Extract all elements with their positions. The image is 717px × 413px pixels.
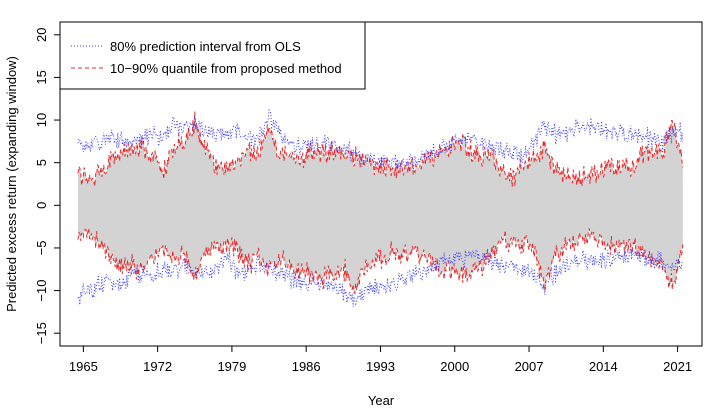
x-tick-label: 2007 — [515, 359, 544, 374]
x-tick-label: 1965 — [69, 359, 98, 374]
series-line-ols-upper — [77, 108, 684, 172]
x-tick-label: 1993 — [366, 359, 395, 374]
y-tick-label: 15 — [34, 70, 49, 84]
x-tick-label: 2021 — [663, 359, 692, 374]
legend-entry-ols: 80% prediction interval from OLS — [110, 39, 301, 54]
axes-layer: 1965 1972 1979 1986 1993 2000 2007 2014 2021 −15 −… — [34, 28, 692, 374]
y-tick-label: 10 — [34, 113, 49, 127]
series-line-quantile-upper — [77, 111, 684, 188]
gray-band-layer — [78, 111, 683, 294]
x-tick-label: 2000 — [440, 359, 469, 374]
series-lines-layer — [77, 108, 684, 307]
legend-box — [59, 21, 366, 90]
y-tick-label: −10 — [34, 280, 49, 302]
y-tick-label: 20 — [34, 28, 49, 42]
quantile-band-area — [78, 111, 683, 294]
x-axis-title: Year — [368, 393, 395, 408]
x-tick-label: 1979 — [217, 359, 246, 374]
series-line-quantile-lower — [77, 228, 684, 294]
y-tick-label: −15 — [34, 322, 49, 344]
series-line-ols-lower — [77, 246, 684, 307]
legend: 80% prediction interval from OLS 10−90% … — [59, 21, 366, 90]
x-tick-label: 2014 — [589, 359, 618, 374]
y-tick-label: −5 — [34, 241, 49, 256]
x-tick-label: 1986 — [292, 359, 321, 374]
y-tick-label: 0 — [34, 202, 49, 209]
y-axis-title: Predicted excess return (expanding windo… — [4, 56, 19, 312]
x-tick-label: 1972 — [143, 359, 172, 374]
legend-entry-quantile: 10−90% quantile from proposed method — [110, 61, 342, 76]
y-tick-label: 5 — [34, 159, 49, 166]
